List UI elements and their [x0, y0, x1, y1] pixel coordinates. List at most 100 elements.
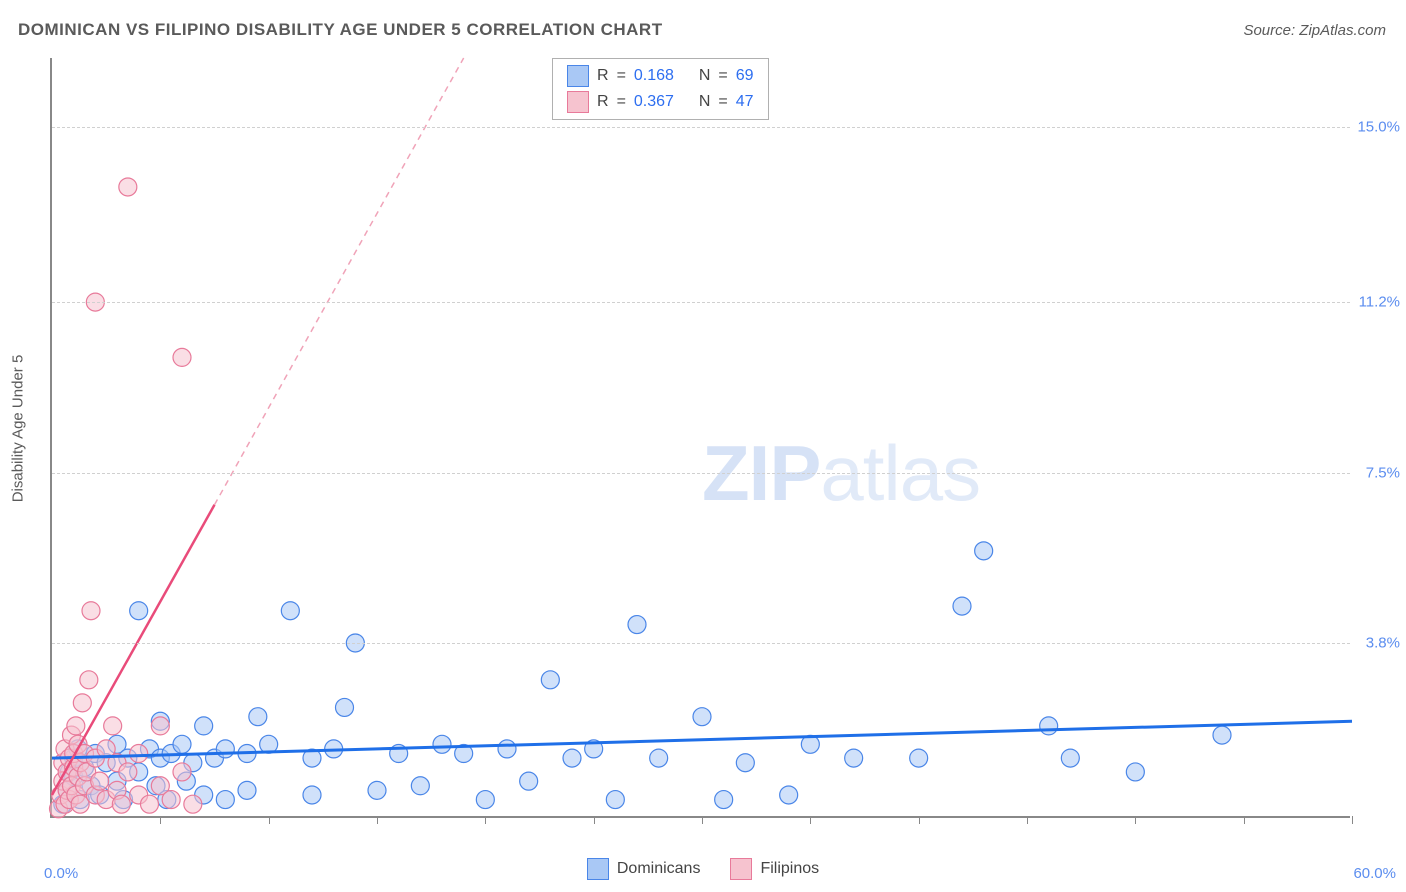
x-tick [919, 816, 920, 824]
data-point [216, 740, 234, 758]
gridline [52, 302, 1350, 303]
stat-r-value-dominicans: 0.168 [634, 67, 674, 85]
y-axis-title: Disability Age Under 5 [10, 355, 27, 503]
data-point [845, 749, 863, 767]
data-point [130, 745, 148, 763]
chart-plot-area: R = 0.168 N = 69 R = 0.367 N = 47 ZIPatl… [50, 58, 1350, 818]
x-tick [485, 816, 486, 824]
scatter-plot-svg [52, 58, 1350, 816]
x-tick [702, 816, 703, 824]
data-point [953, 597, 971, 615]
data-point [281, 602, 299, 620]
stats-row-filipinos: R = 0.367 N = 47 [567, 89, 754, 115]
stat-eq: = [718, 67, 727, 85]
data-point [216, 791, 234, 809]
data-point [151, 717, 169, 735]
data-point [162, 791, 180, 809]
y-tick-label: 7.5% [1366, 464, 1400, 481]
data-point [91, 772, 109, 790]
y-tick-label: 11.2% [1359, 294, 1400, 311]
data-point [433, 735, 451, 753]
x-tick [269, 816, 270, 824]
chart-header: DOMINICAN VS FILIPINO DISABILITY AGE UND… [18, 20, 1386, 40]
y-tick-label: 3.8% [1366, 634, 1400, 651]
data-point [1061, 749, 1079, 767]
data-point [780, 786, 798, 804]
x-tick [810, 816, 811, 824]
x-tick [1244, 816, 1245, 824]
y-tick-label: 15.0% [1357, 119, 1400, 136]
stat-r-value-filipinos: 0.367 [634, 93, 674, 111]
data-point [1040, 717, 1058, 735]
stat-label-r: R [597, 93, 609, 111]
data-point [184, 795, 202, 813]
stat-eq: = [617, 67, 626, 85]
x-tick [1027, 816, 1028, 824]
data-point [303, 786, 321, 804]
stats-row-dominicans: R = 0.168 N = 69 [567, 63, 754, 89]
data-point [368, 781, 386, 799]
stat-eq: = [617, 93, 626, 111]
x-tick [160, 816, 161, 824]
x-tick [377, 816, 378, 824]
trend-line [215, 58, 464, 505]
data-point [411, 777, 429, 795]
chart-title: DOMINICAN VS FILIPINO DISABILITY AGE UND… [18, 20, 663, 40]
gridline [52, 473, 1350, 474]
data-point [693, 708, 711, 726]
data-point [173, 735, 191, 753]
trend-line [52, 721, 1352, 758]
data-point [141, 795, 159, 813]
data-point [112, 795, 130, 813]
data-point [336, 698, 354, 716]
data-point [628, 616, 646, 634]
legend-swatch-dominicans [587, 858, 609, 880]
data-point [82, 602, 100, 620]
data-point [173, 763, 191, 781]
stat-n-value-filipinos: 47 [736, 93, 754, 111]
data-point [119, 763, 137, 781]
legend-label-filipinos: Filipinos [760, 860, 819, 878]
data-point [715, 791, 733, 809]
data-point [238, 781, 256, 799]
data-point [249, 708, 267, 726]
gridline [52, 127, 1350, 128]
chart-source: Source: ZipAtlas.com [1243, 22, 1386, 39]
stat-label-r: R [597, 67, 609, 85]
data-point [520, 772, 538, 790]
data-point [563, 749, 581, 767]
data-point [736, 754, 754, 772]
data-point [1213, 726, 1231, 744]
legend-item-filipinos: Filipinos [730, 858, 819, 880]
stat-label-n: N [699, 93, 711, 111]
x-tick [1352, 816, 1353, 824]
bottom-legend: Dominicans Filipinos [0, 858, 1406, 880]
stat-label-n: N [699, 67, 711, 85]
legend-swatch-filipinos [730, 858, 752, 880]
correlation-stats-box: R = 0.168 N = 69 R = 0.367 N = 47 [552, 58, 769, 120]
legend-item-dominicans: Dominicans [587, 858, 701, 880]
data-point [498, 740, 516, 758]
data-point [606, 791, 624, 809]
data-point [650, 749, 668, 767]
data-point [73, 694, 91, 712]
swatch-filipinos [567, 91, 589, 113]
data-point [910, 749, 928, 767]
data-point [104, 717, 122, 735]
data-point [119, 178, 137, 196]
data-point [1126, 763, 1144, 781]
data-point [130, 602, 148, 620]
data-point [80, 671, 98, 689]
data-point [67, 717, 85, 735]
data-point [195, 717, 213, 735]
stat-n-value-dominicans: 69 [736, 67, 754, 85]
data-point [975, 542, 993, 560]
x-tick [594, 816, 595, 824]
data-point [541, 671, 559, 689]
legend-label-dominicans: Dominicans [617, 860, 701, 878]
x-tick [1135, 816, 1136, 824]
swatch-dominicans [567, 65, 589, 87]
data-point [476, 791, 494, 809]
gridline [52, 643, 1350, 644]
stat-eq: = [718, 93, 727, 111]
